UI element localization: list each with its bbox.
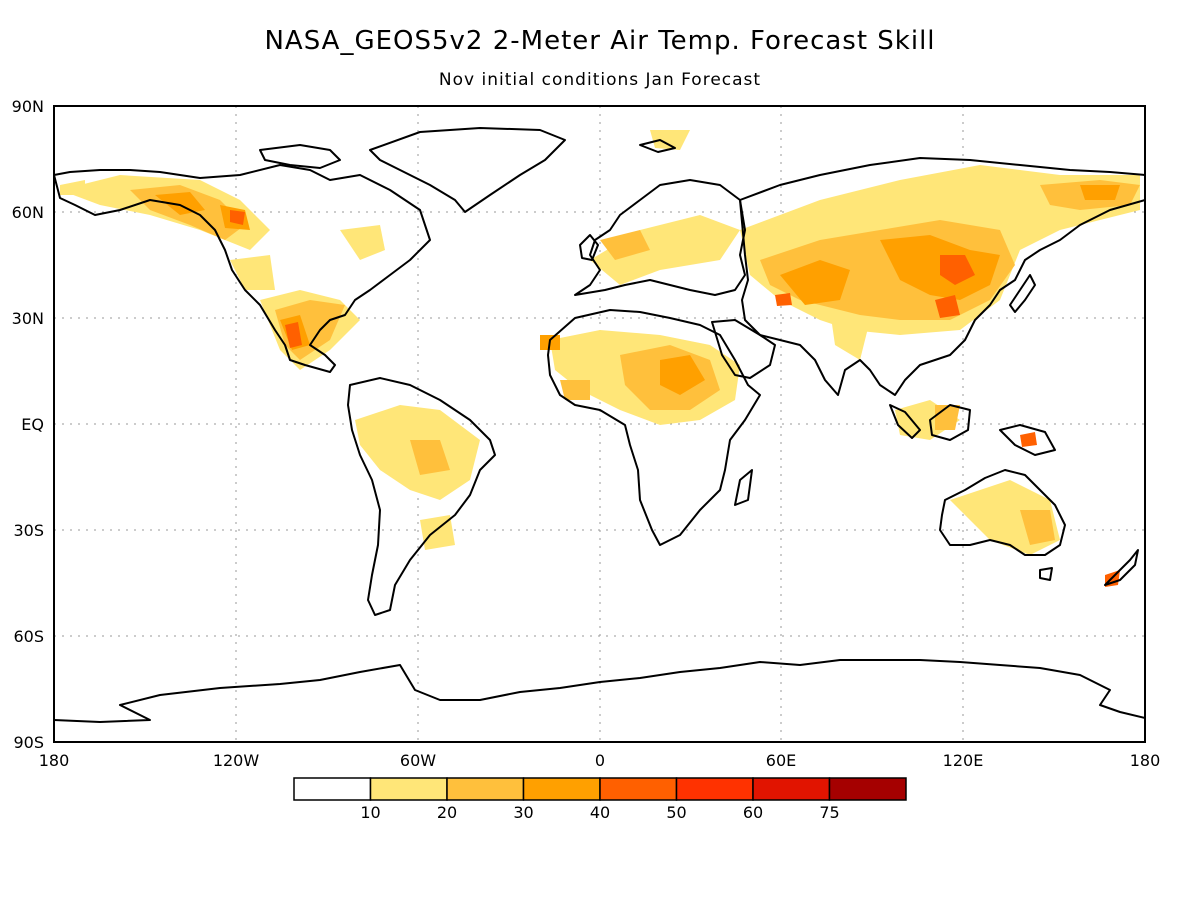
coastlines — [53, 127, 1146, 723]
lat-label: EQ — [21, 415, 44, 434]
lat-label: 30N — [12, 309, 44, 328]
colorbar-swatch — [369, 777, 448, 801]
lat-label: 60N — [12, 203, 44, 222]
lon-label: 60W — [400, 751, 436, 770]
coastline-japan — [1009, 274, 1036, 313]
colorbar-label: 30 — [513, 803, 533, 822]
lat-label: 30S — [13, 521, 44, 540]
colorbar-swatch — [446, 777, 525, 801]
lon-label: 120E — [943, 751, 984, 770]
lat-label: 60S — [13, 627, 44, 646]
map-subtitle: Nov initial conditions Jan Forecast — [438, 70, 762, 90]
lon-label: 0 — [595, 751, 605, 770]
coastline-antarctica — [53, 659, 1146, 723]
colorbar: 10 20 30 40 50 60 75 — [293, 777, 907, 822]
map-title: NASA_GEOS5v2 2-Meter Air Temp. Forecast … — [264, 26, 936, 56]
coastline-new-guinea — [999, 424, 1056, 456]
coastline-borneo — [929, 404, 971, 441]
lon-label: 120W — [213, 751, 260, 770]
colorbar-swatch — [752, 777, 831, 801]
colorbar-swatch — [599, 777, 678, 801]
coastline-asia — [739, 157, 1146, 396]
colorbar-swatch — [828, 777, 907, 801]
coastline-madagascar — [734, 469, 753, 506]
skill-field — [60, 130, 1140, 587]
coastline-south-america — [347, 377, 496, 616]
coastline-arctic-islands — [259, 144, 341, 169]
lon-axis: 180 120W 60W 0 60E 120E 180 — [39, 751, 1161, 770]
lat-axis: 90N 60N 30N EQ 30S 60S 90S — [12, 97, 44, 752]
lon-label: 180 — [1130, 751, 1161, 770]
map-frame — [53, 105, 1146, 743]
lon-label: 180 — [39, 751, 70, 770]
lon-label: 60E — [766, 751, 796, 770]
colorbar-label: 40 — [590, 803, 610, 822]
lat-label: 90N — [12, 97, 44, 116]
coastline-sumatra — [889, 404, 921, 439]
lat-label: 90S — [13, 733, 44, 752]
coastline-new-zealand — [1104, 549, 1139, 586]
coastline-africa — [547, 309, 761, 546]
skill-level-40 — [230, 210, 1120, 587]
coastline-tasmania — [1039, 567, 1053, 581]
colorbar-label: 10 — [360, 803, 380, 822]
colorbar-label: 50 — [666, 803, 686, 822]
coastline-british-isles — [579, 234, 599, 261]
colorbar-label: 75 — [819, 803, 839, 822]
colorbar-swatch — [522, 777, 601, 801]
colorbar-swatch — [675, 777, 754, 801]
coastline-greenland — [369, 127, 566, 213]
coastline-north-america — [53, 164, 431, 373]
colorbar-label: 60 — [743, 803, 763, 822]
coastline-australia — [939, 469, 1066, 556]
coastline-svalbard — [639, 139, 676, 153]
colorbar-swatch — [293, 777, 372, 801]
coastline-arabia — [711, 319, 776, 379]
colorbar-label: 20 — [437, 803, 457, 822]
